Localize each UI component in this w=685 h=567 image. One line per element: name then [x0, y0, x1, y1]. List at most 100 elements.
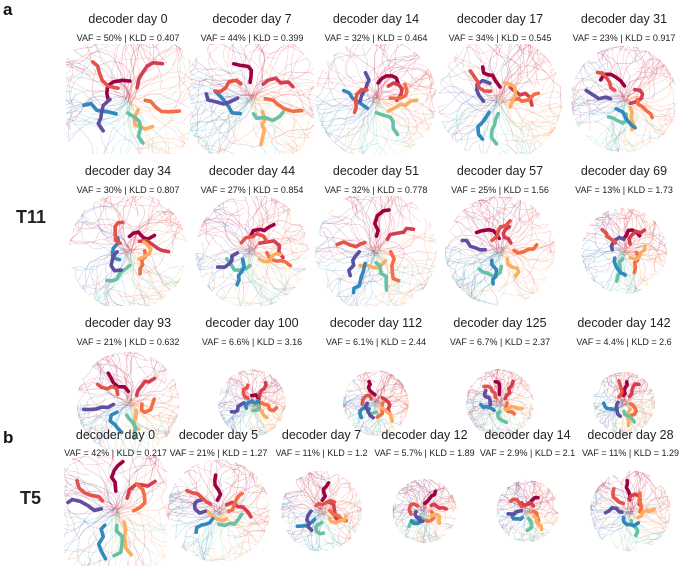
trial-trace [127, 210, 174, 248]
trial-trace [66, 100, 128, 128]
trial-trace [194, 59, 250, 98]
trial-trace [207, 253, 251, 291]
trial-trace [222, 404, 251, 431]
mean-trajectory [386, 81, 404, 103]
mean-trajectory [635, 97, 654, 120]
trial-trace [496, 102, 562, 131]
mean-trajectory [194, 516, 215, 535]
trial-trace [99, 352, 125, 405]
condition-mean-trajectories [603, 478, 657, 538]
trial-trace [254, 378, 276, 406]
single-trial-traces [392, 478, 457, 544]
mean-trajectory [509, 497, 524, 509]
trial-trace [127, 98, 177, 154]
trial-trace [500, 44, 534, 97]
trial-trace [378, 374, 394, 406]
trial-trace [614, 249, 634, 294]
trial-trace [626, 494, 668, 519]
trial-trace [84, 218, 131, 254]
trial-trace [168, 492, 222, 513]
trial-trace [619, 402, 628, 435]
trial-trace [500, 101, 528, 154]
trial-trace [499, 50, 548, 101]
trial-trace [71, 95, 128, 128]
trial-trace [406, 485, 429, 514]
trial-trace [126, 45, 187, 104]
mean-trajectory [482, 384, 498, 400]
trial-trace [64, 505, 113, 516]
condition-mean-trajectories [215, 222, 293, 287]
trial-trace [305, 510, 325, 550]
trial-trace [239, 254, 273, 306]
trial-trace [454, 250, 504, 297]
trial-trace [581, 247, 624, 276]
trial-trace [372, 253, 435, 262]
trial-trace [412, 479, 427, 510]
trial-trace [285, 491, 322, 518]
trial-trace [593, 388, 626, 402]
trial-trace [624, 233, 667, 255]
trial-trace [392, 504, 428, 515]
mean-trajectory [627, 382, 641, 399]
trial-trace [130, 60, 190, 102]
mean-trajectory [126, 111, 145, 145]
mean-trajectory [263, 96, 304, 114]
mean-trajectory [614, 400, 623, 418]
trial-trace [530, 482, 545, 514]
trial-trace [220, 508, 270, 544]
trial-trace [372, 102, 435, 128]
trial-trace [117, 511, 167, 536]
trial-trace [592, 510, 634, 532]
trial-trace [496, 247, 547, 285]
trial-trace [127, 254, 150, 306]
trajectory-plot [315, 44, 437, 154]
trial-trace [239, 371, 258, 400]
trial-trace [602, 97, 638, 149]
trial-trace [206, 459, 237, 511]
cell-stats: VAF = 11% | KLD = 1.2 [275, 448, 368, 458]
trial-trace [231, 401, 250, 435]
trial-trace [621, 95, 666, 137]
trial-trace [80, 513, 114, 566]
trial-trace [80, 251, 126, 293]
trial-trace [626, 232, 664, 253]
mean-trajectory [636, 507, 657, 520]
trial-trace [66, 95, 130, 121]
trial-trace [64, 493, 117, 538]
trial-trace [190, 71, 256, 103]
trial-trace [317, 510, 361, 531]
mean-trajectory [239, 231, 269, 245]
mean-trajectory [185, 488, 213, 507]
trial-trace [369, 251, 411, 288]
trial-trace [317, 513, 346, 545]
trial-trace [114, 513, 167, 543]
trial-trace [207, 44, 254, 96]
trial-trace [250, 44, 292, 100]
trial-trace [606, 404, 628, 429]
mean-trajectory [532, 514, 544, 532]
trial-trace [115, 401, 160, 445]
trial-trace [324, 492, 358, 532]
trial-trace [633, 514, 671, 526]
trial-trace [362, 400, 388, 436]
cell-stats: VAF = 6.1% | KLD = 2.44 [325, 337, 427, 347]
trial-trace [592, 210, 621, 251]
trial-trace [105, 509, 123, 566]
trial-trace [501, 240, 555, 279]
trial-trace [373, 248, 406, 306]
cell-title: decoder day 0 [75, 428, 156, 442]
trial-trace [472, 247, 503, 300]
trial-trace [247, 79, 314, 139]
trial-trace [255, 44, 265, 98]
trial-trace [625, 61, 671, 103]
trajectory-cell: decoder day 28 VAF = 11% | KLD = 1.29 [579, 424, 682, 566]
trial-trace [85, 403, 129, 439]
trial-trace [374, 100, 430, 133]
mean-trajectory [314, 520, 326, 536]
trial-trace [129, 383, 178, 402]
trial-trace [501, 248, 555, 273]
trial-trace [106, 252, 131, 306]
trial-trace [472, 196, 498, 250]
trial-trace [121, 44, 168, 97]
trial-trace [373, 70, 430, 104]
